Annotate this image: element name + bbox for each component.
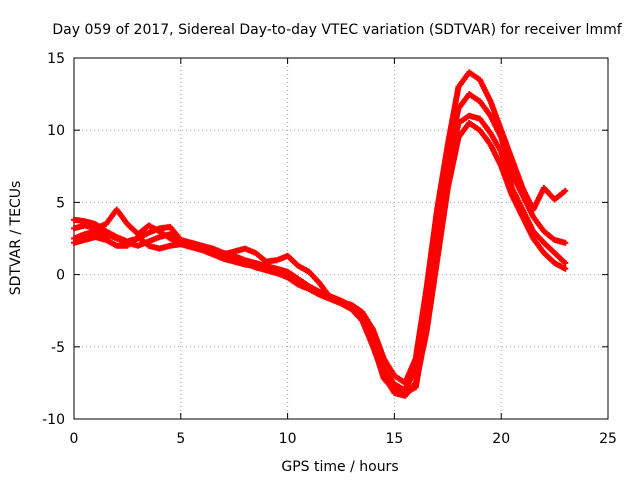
y-tick-label: 10	[47, 123, 65, 139]
x-tick-label: 15	[385, 431, 403, 447]
x-tick-label: 25	[599, 431, 617, 447]
data-series	[71, 69, 569, 399]
chart-title: Day 059 of 2017, Sidereal Day-to-day VTE…	[52, 22, 622, 38]
x-axis-label: GPS time / hours	[281, 459, 398, 475]
y-tick-label: -10	[42, 412, 65, 428]
y-axis-label: SDTVAR / TECUs	[8, 181, 24, 296]
y-tick-label: 0	[56, 268, 65, 284]
series-markers	[71, 112, 569, 396]
x-tick-label: 5	[176, 431, 185, 447]
y-tick-label: -5	[51, 340, 65, 356]
y-tick-label: 5	[56, 195, 65, 211]
y-tick-label: 15	[47, 51, 65, 67]
axis-ticks: 0 5 10 15 20 25 -10 -5 0 5 10 15	[42, 51, 617, 447]
x-tick-label: 10	[279, 431, 297, 447]
x-tick-label: 20	[492, 431, 510, 447]
x-tick-label: 0	[70, 431, 79, 447]
series-track-4	[71, 112, 569, 396]
